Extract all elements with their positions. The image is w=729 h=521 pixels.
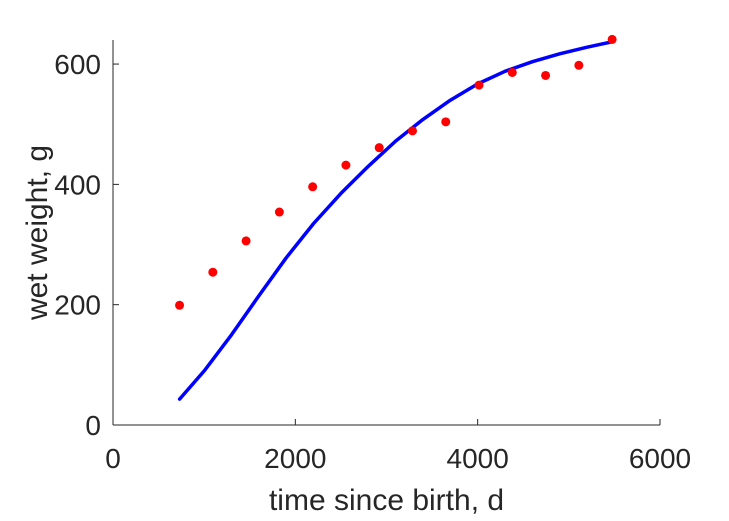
data-point <box>308 182 318 192</box>
y-tick-label: 600 <box>54 49 101 80</box>
data-point <box>241 236 251 246</box>
y-tick-label: 0 <box>85 410 101 441</box>
x-tick-label: 4000 <box>447 443 509 474</box>
data-point <box>574 60 584 70</box>
data-point <box>407 126 417 136</box>
data-point <box>374 143 384 153</box>
data-point <box>175 300 185 310</box>
data-point <box>607 34 617 44</box>
x-ticks: 0 2000 4000 6000 <box>105 419 691 474</box>
y-axis-label: wet weight, g <box>21 145 54 321</box>
data-point <box>208 267 218 277</box>
data-point <box>507 67 517 77</box>
y-ticks: 0 200 400 600 <box>54 49 119 441</box>
data-point <box>441 117 451 127</box>
x-tick-label: 2000 <box>264 443 326 474</box>
x-tick-label: 6000 <box>629 443 691 474</box>
x-axis-label: time since birth, d <box>269 484 504 517</box>
data-point <box>274 207 284 217</box>
y-tick-label: 200 <box>54 290 101 321</box>
data-point <box>541 70 551 80</box>
data-point <box>341 160 351 170</box>
data-points <box>175 34 617 310</box>
data-point <box>474 80 484 90</box>
model-curve <box>177 40 614 401</box>
plot-area <box>175 34 617 401</box>
axes <box>112 40 660 426</box>
y-tick-label: 400 <box>54 169 101 200</box>
x-tick-label: 0 <box>105 443 121 474</box>
